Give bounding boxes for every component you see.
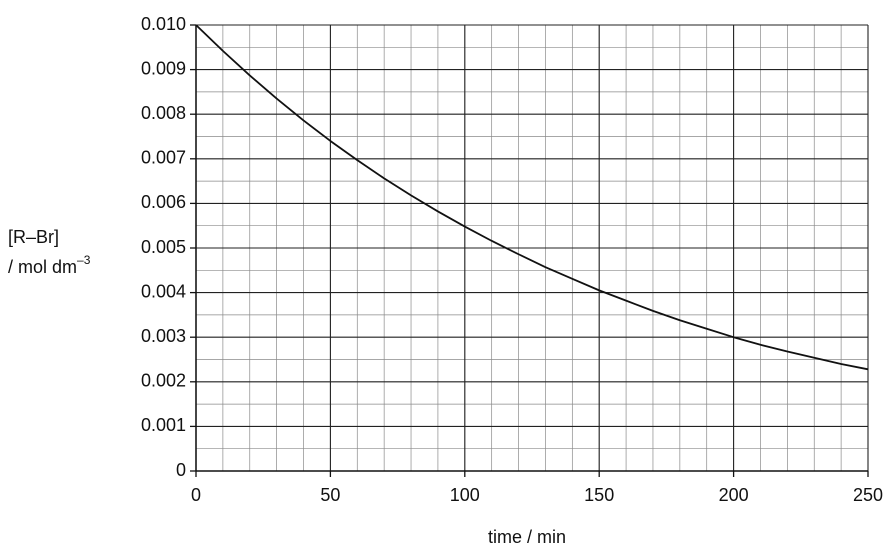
y-tick-label: 0.003: [141, 326, 186, 346]
y-tick-label: 0.009: [141, 58, 186, 78]
y-tick-label: 0: [176, 460, 186, 480]
y-tick-label: 0.008: [141, 103, 186, 123]
y-axis-label: / mol dm–3: [8, 253, 91, 277]
x-tick-label: 200: [719, 485, 749, 505]
x-tick-label: 250: [853, 485, 883, 505]
y-tick-label: 0.004: [141, 281, 186, 301]
x-axis-label: time / min: [488, 527, 566, 547]
y-tick-label: 0.007: [141, 148, 186, 168]
y-axis-label: [R–Br]: [8, 227, 59, 247]
y-axis-label-superscript: –3: [77, 253, 91, 267]
y-tick-label: 0.005: [141, 237, 186, 257]
y-tick-label: 0.010: [141, 14, 186, 34]
x-tick-label: 50: [320, 485, 340, 505]
x-tick-label: 150: [584, 485, 614, 505]
x-tick-label: 0: [191, 485, 201, 505]
y-tick-label: 0.006: [141, 192, 186, 212]
y-tick-label: 0.001: [141, 415, 186, 435]
y-tick-label: 0.002: [141, 371, 186, 391]
data-line: [195, 24, 869, 371]
y-axis-label-unit: / mol dm: [8, 257, 77, 277]
x-tick-label: 100: [450, 485, 480, 505]
